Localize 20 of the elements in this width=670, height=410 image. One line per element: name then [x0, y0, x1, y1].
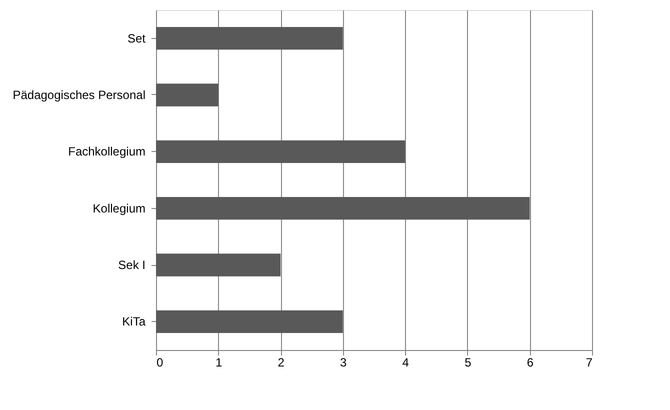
bar: [156, 310, 343, 333]
x-tick-label: 0: [156, 356, 164, 370]
y-tick-label: Pädagogisches Personal: [12, 88, 146, 102]
y-tick-label: Kollegium: [92, 201, 146, 216]
y-tick-label: KiTa: [122, 314, 146, 329]
x-tick-label: 5: [464, 356, 472, 370]
x-tick-label: 1: [215, 356, 222, 370]
x-tick-label: 6: [526, 356, 534, 370]
y-tick-label: Sek I: [118, 258, 146, 272]
x-tick-label: 7: [586, 356, 593, 370]
x-tick-label: 3: [340, 356, 348, 370]
x-tick-label: 4: [402, 356, 410, 370]
y-tick-label: Fachkollegium: [68, 144, 146, 159]
bar: [156, 84, 218, 106]
x-tick-label: 2: [278, 356, 285, 370]
bar: [156, 197, 530, 220]
bar: [156, 254, 281, 276]
y-tick-label: Set: [127, 31, 146, 46]
bar: [156, 27, 343, 50]
bar: [156, 140, 406, 163]
